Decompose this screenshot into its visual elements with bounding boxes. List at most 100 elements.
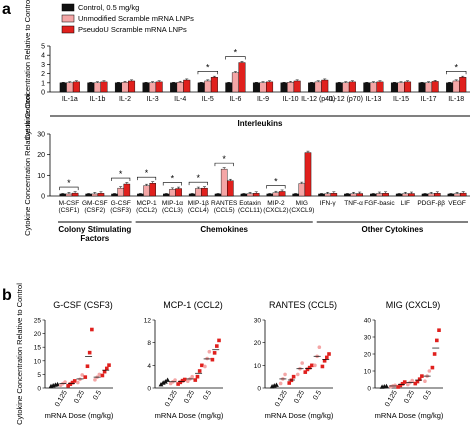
y-tick-label: 25 <box>34 318 42 325</box>
unmodified-point <box>283 372 287 377</box>
category-label: IL-2 <box>119 96 131 103</box>
x-tick-label: 0.25 <box>73 389 86 404</box>
bar-1-0 <box>85 193 92 197</box>
bar-7-0 <box>252 82 260 93</box>
legend: Control, 0.5 mg/kg Unmodified Scramble mR… <box>61 3 194 34</box>
pseudou-point <box>68 382 73 386</box>
significance-bracket <box>225 56 246 60</box>
control-point <box>274 382 279 387</box>
category-label: MIP-2 (CXCL2) <box>263 200 288 214</box>
bar-3-2 <box>149 182 157 197</box>
control-point <box>162 379 168 384</box>
significance-bracket <box>214 162 234 167</box>
y-tick-label: 30 <box>37 132 45 139</box>
bar-2-0 <box>114 82 122 93</box>
y-tick-label: 30 <box>254 318 262 325</box>
x-tick-label: 0.5 <box>422 389 433 401</box>
bar-15-0 <box>447 193 455 197</box>
scatter-title: RANTES (CCL5) <box>269 300 337 310</box>
bar-7-2 <box>266 81 274 93</box>
x-axis-label: mRNA Dose (mg/kg) <box>265 411 334 420</box>
x-tick-label: 0.5 <box>312 389 323 401</box>
pseudou-point <box>310 363 314 368</box>
group-label-2: Other Cytokines <box>361 225 423 234</box>
x-tick-label: 0.125 <box>164 389 179 408</box>
y-tick-label: 2 <box>41 71 45 78</box>
significance-star: * <box>206 62 210 72</box>
unmodified-point <box>80 373 84 377</box>
bar-14-0 <box>446 82 454 93</box>
category-label: IL-15 <box>393 96 409 103</box>
legend-swatch-0 <box>61 3 75 12</box>
scatter-panel-0: G-CSF (CSF3) 0 5 10 15 20 25 0.125 0.25 0.5 mRNA D… <box>34 300 114 420</box>
x-axis-label: mRNA Dose (mg/kg) <box>375 411 444 420</box>
pseudou-point <box>398 383 403 388</box>
pseudou-point <box>400 381 405 386</box>
pseudou-point <box>72 379 77 383</box>
pseudou-point <box>193 378 198 382</box>
x-tick-label: 0.5 <box>92 389 103 401</box>
pseudou-point <box>320 364 325 369</box>
pseudou-point <box>420 374 424 378</box>
pseudou-point <box>215 344 219 348</box>
significance-star: * <box>454 62 458 72</box>
category-label: G-CSF (CSF3) <box>110 200 131 214</box>
bar-1-2 <box>97 193 105 197</box>
group-label: Interleukins <box>238 119 283 128</box>
bar-11-2 <box>356 193 364 197</box>
bar-6-2 <box>227 180 234 197</box>
bar-3-1 <box>143 185 150 197</box>
category-label: IL-9 <box>257 96 269 103</box>
panel-label-b: b <box>2 287 12 304</box>
bar-7-1 <box>246 193 254 197</box>
significance-star: * <box>197 173 201 183</box>
bar-11-0 <box>363 82 371 93</box>
bar-8-0 <box>280 82 288 93</box>
significance-star: * <box>234 48 238 58</box>
bar-5-1 <box>204 80 212 93</box>
category-label: IFN-γ <box>320 200 337 207</box>
y-tick-label: 10 <box>254 363 262 370</box>
y-tick-label: 5 <box>41 44 45 51</box>
pseudou-point <box>178 380 183 385</box>
pseudou-point <box>66 384 70 388</box>
pseudou-point <box>107 363 111 367</box>
x-axis-label: mRNA Dose (mg/kg) <box>45 411 114 420</box>
bar-13-1 <box>402 193 409 197</box>
category-label: IL-12 (p40) <box>301 96 335 103</box>
bar-5-0 <box>188 193 196 197</box>
bar-4-2 <box>183 79 191 93</box>
bar-2-2 <box>123 183 131 197</box>
scatter-panel-2: RANTES (CCL5) 0 10 20 30 0.125 0.25 0.5 mRNA Dos… <box>254 300 337 420</box>
significance-star: * <box>67 178 71 188</box>
pseudou-point <box>287 381 292 385</box>
bar-11-0 <box>344 193 351 197</box>
unmodified-point <box>207 349 212 354</box>
pseudou-point <box>83 375 88 379</box>
y-tick-label: 40 <box>364 318 372 325</box>
bar-6-1 <box>220 168 228 197</box>
y-tick-label: 5 <box>37 372 41 379</box>
category-label: M-CSF (CSF1) <box>58 200 79 214</box>
y-tick-label: 4 <box>41 53 45 60</box>
y-tick-label: 10 <box>364 369 372 376</box>
bar-12-0 <box>369 193 377 197</box>
category-label: IL-3 <box>147 96 159 103</box>
bar-0-2 <box>71 192 79 197</box>
unmodified-point <box>93 378 97 382</box>
bar-15-2 <box>459 192 467 197</box>
unmodified-point <box>190 374 194 379</box>
y-tick-label: 0 <box>41 90 45 97</box>
bar-0-0 <box>59 193 67 197</box>
category-label: GM-CSF (CSF2) <box>82 200 108 214</box>
pseudou-point <box>182 377 187 382</box>
bar-4-1 <box>176 82 184 93</box>
bar-3-0 <box>137 193 144 197</box>
pseudou-point <box>105 366 109 371</box>
legend-label-0: Control, 0.5 mg/kg <box>78 3 139 12</box>
y-tick-label: 0 <box>257 386 261 393</box>
pseudou-point <box>200 363 204 368</box>
category-label: MCP-1 (CCL2) <box>136 200 157 214</box>
control-point <box>160 380 166 385</box>
bar-2-1 <box>117 187 124 197</box>
